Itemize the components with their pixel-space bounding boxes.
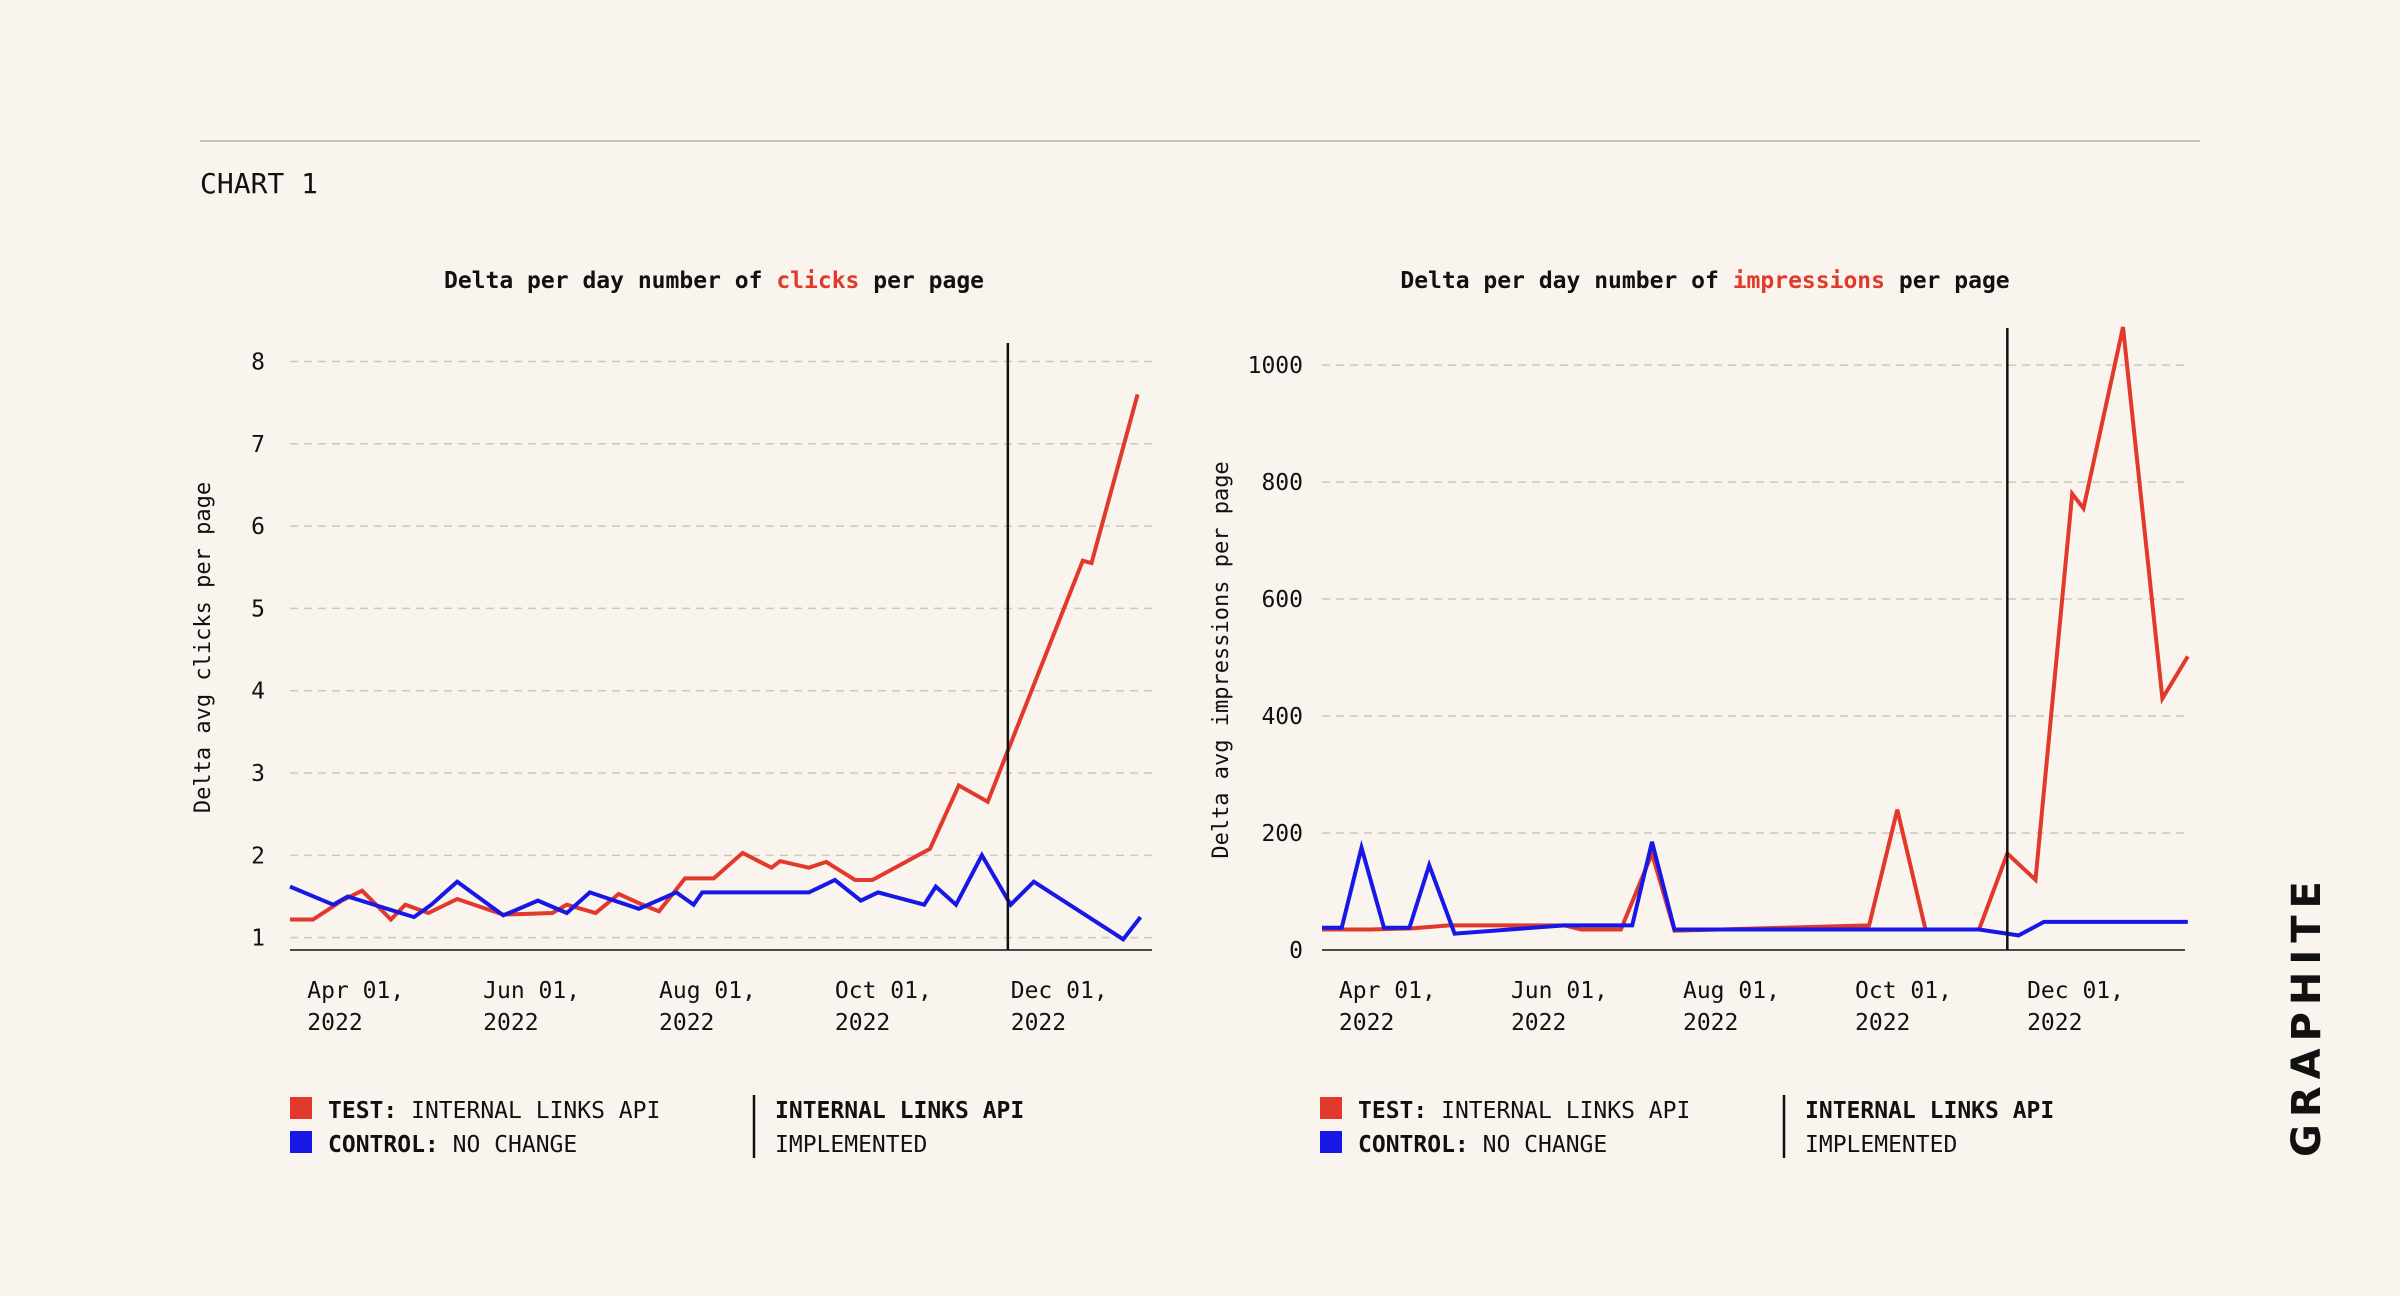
legend-control-label: CONTROL: [328, 1132, 439, 1158]
chart-title-metric: clicks [776, 268, 859, 294]
y-tick-label: 400 [1261, 704, 1303, 730]
x-tick-label: Jun 01, [1511, 978, 1608, 1004]
legend-swatch-control [290, 1131, 312, 1153]
y-tick-label: 5 [251, 596, 265, 622]
legend-swatch-test [1320, 1097, 1342, 1119]
clicks-chart: Delta per day number of clicks per pageD… [191, 268, 1152, 1158]
chart-title: Delta per day number of clicks per page [444, 268, 984, 294]
x-tick-label-year: 2022 [483, 1010, 538, 1036]
y-tick-label: 800 [1261, 470, 1303, 496]
legend-test-label: TEST: [328, 1098, 397, 1124]
y-tick-label: 7 [251, 432, 265, 458]
y-axis-label: Delta avg impressions per page [1209, 461, 1234, 858]
legend-test-value: INTERNAL LINKS API [1427, 1098, 1690, 1124]
legend-marker-title: INTERNAL LINKS API [775, 1098, 1024, 1124]
x-tick-label: Dec 01, [1011, 978, 1108, 1004]
y-tick-label: 4 [251, 679, 265, 705]
y-tick-label: 6 [251, 514, 265, 540]
series-line-control [289, 851, 1143, 942]
y-tick-label: 1000 [1248, 353, 1303, 379]
x-tick-label: Jun 01, [483, 978, 580, 1004]
y-axis-label: Delta avg clicks per page [191, 482, 216, 813]
x-tick-label-year: 2022 [1511, 1010, 1566, 1036]
x-tick-label: Aug 01, [1683, 978, 1780, 1004]
y-tick-label: 200 [1261, 821, 1303, 847]
chart-title-part: per page [1885, 268, 2010, 294]
chart-title-part: Delta per day number of [1400, 268, 1732, 294]
x-tick-label-year: 2022 [1855, 1010, 1910, 1036]
section-label: CHART 1 [200, 167, 318, 200]
legend-entry-test: TEST: INTERNAL LINKS API [1358, 1098, 1690, 1124]
brand-logo-text: GRAPHITE [2284, 874, 2330, 1157]
legend-marker-subtitle: IMPLEMENTED [1805, 1132, 1957, 1158]
x-tick-label: Apr 01, [307, 978, 404, 1004]
legend-swatch-control [1320, 1131, 1342, 1153]
legend-swatch-test [290, 1097, 312, 1119]
brand-logo: GRAPHITE [2258, 869, 2348, 1169]
x-tick-label-year: 2022 [307, 1010, 362, 1036]
legend: TEST: INTERNAL LINKS API CONTROL: NO CHAN… [290, 1095, 1024, 1158]
x-tick-label-year: 2022 [1339, 1010, 1394, 1036]
x-tick-label-year: 2022 [1683, 1010, 1738, 1036]
chart-title: Delta per day number of impressions per … [1400, 268, 2009, 294]
x-tick-label: Apr 01, [1339, 978, 1436, 1004]
x-tick-label: Oct 01, [1855, 978, 1952, 1004]
x-tick-label-year: 2022 [835, 1010, 890, 1036]
chart-title-metric: impressions [1733, 268, 1885, 294]
y-tick-label: 0 [1289, 938, 1303, 964]
x-tick-label-year: 2022 [1011, 1010, 1066, 1036]
legend-entry-test: TEST: INTERNAL LINKS API [328, 1098, 660, 1124]
chart-title-part: per page [859, 268, 984, 294]
y-tick-label: 2 [251, 843, 265, 869]
legend-test-value: INTERNAL LINKS API [397, 1098, 660, 1124]
legend-test-label: TEST: [1358, 1098, 1427, 1124]
x-tick-label-year: 2022 [2027, 1010, 2082, 1036]
legend-marker-subtitle: IMPLEMENTED [775, 1132, 927, 1158]
legend-control-value: NO CHANGE [1469, 1132, 1607, 1158]
x-tick-label: Oct 01, [835, 978, 932, 1004]
y-tick-label: 8 [251, 349, 265, 375]
legend-entry-control: CONTROL: NO CHANGE [1358, 1132, 1607, 1158]
legend-marker-title: INTERNAL LINKS API [1805, 1098, 2054, 1124]
series-line-control [1322, 839, 2188, 938]
x-tick-label: Aug 01, [659, 978, 756, 1004]
legend-control-label: CONTROL: [1358, 1132, 1469, 1158]
x-tick-label-year: 2022 [659, 1010, 714, 1036]
y-tick-label: 600 [1261, 587, 1303, 613]
x-tick-label: Dec 01, [2027, 978, 2124, 1004]
legend-control-value: NO CHANGE [439, 1132, 577, 1158]
series-line-test [1322, 326, 2190, 933]
legend: TEST: INTERNAL LINKS API CONTROL: NO CHAN… [1320, 1095, 2054, 1158]
y-tick-label: 1 [251, 926, 265, 952]
chart-title-part: Delta per day number of [444, 268, 776, 294]
impressions-chart: Delta per day number of impressions per … [1209, 268, 2190, 1158]
legend-entry-control: CONTROL: NO CHANGE [328, 1132, 577, 1158]
series-line-test [290, 393, 1140, 923]
y-tick-label: 3 [251, 761, 265, 787]
